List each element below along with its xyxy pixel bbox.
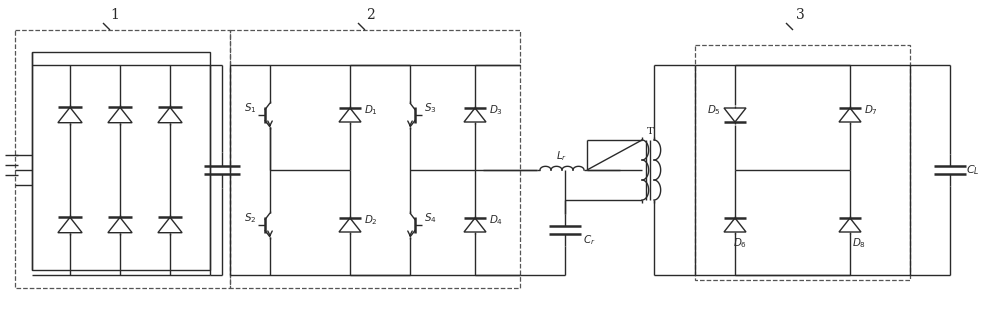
Text: $D_2$: $D_2$ xyxy=(364,213,378,227)
Text: $S_2$: $S_2$ xyxy=(244,211,256,225)
Text: $S_1$: $S_1$ xyxy=(244,101,256,115)
Text: 2: 2 xyxy=(366,8,374,22)
Text: $C_r$: $C_r$ xyxy=(583,233,596,247)
Bar xyxy=(695,45,910,280)
Text: T: T xyxy=(646,127,654,136)
Text: $D_3$: $D_3$ xyxy=(489,103,503,117)
Text: 1: 1 xyxy=(111,8,119,22)
Text: $D_4$: $D_4$ xyxy=(489,213,503,227)
Text: $D_1$: $D_1$ xyxy=(364,103,378,117)
Text: $S_4$: $S_4$ xyxy=(424,211,436,225)
Text: $C_L$: $C_L$ xyxy=(966,163,980,177)
Bar xyxy=(15,30,230,288)
Text: 3: 3 xyxy=(796,8,804,22)
Text: $S_3$: $S_3$ xyxy=(424,101,436,115)
Text: $D_7$: $D_7$ xyxy=(864,103,878,117)
Text: $L_r$: $L_r$ xyxy=(556,149,568,163)
Text: $D_5$: $D_5$ xyxy=(707,103,721,117)
Bar xyxy=(230,30,520,288)
Text: $D_8$: $D_8$ xyxy=(852,236,866,250)
Text: $D_6$: $D_6$ xyxy=(733,236,747,250)
Bar xyxy=(32,52,210,270)
